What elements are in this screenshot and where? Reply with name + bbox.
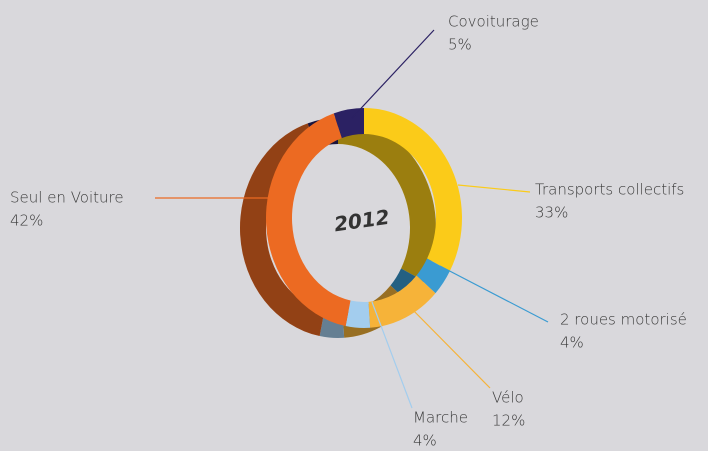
- slice-label: Transports collectifs: [535, 181, 684, 199]
- leader-line: [351, 29, 435, 119]
- value-label: 4%: [413, 432, 437, 450]
- value-label: 12%: [492, 412, 525, 430]
- slice: [345, 300, 371, 328]
- labels: Covoiturage 5% Transports collectifs 33% 2 r…: [10, 13, 687, 450]
- slice: [333, 108, 364, 139]
- slice-label: Vélo: [492, 389, 524, 407]
- slice-label: Marche: [413, 409, 468, 427]
- slice-label: Covoiturage: [448, 13, 539, 31]
- leader-line: [457, 184, 531, 193]
- slice-side-shade: [338, 118, 436, 281]
- value-label: 42%: [10, 212, 43, 230]
- slice-label: Seul en Voiture: [10, 189, 124, 207]
- slice-side-shade: [240, 123, 325, 337]
- slice-label: 2 roues motorisé: [560, 311, 687, 329]
- slice: [368, 275, 436, 328]
- value-label: 4%: [560, 334, 584, 352]
- slice-side: [240, 123, 325, 337]
- leader-line: [404, 301, 491, 389]
- leader-line: [439, 265, 549, 323]
- value-label: 5%: [448, 36, 472, 54]
- slice-side: [338, 118, 436, 281]
- slice: [364, 108, 462, 271]
- slice: [266, 113, 351, 327]
- value-label: 33%: [535, 204, 568, 222]
- leader-line: [371, 301, 413, 409]
